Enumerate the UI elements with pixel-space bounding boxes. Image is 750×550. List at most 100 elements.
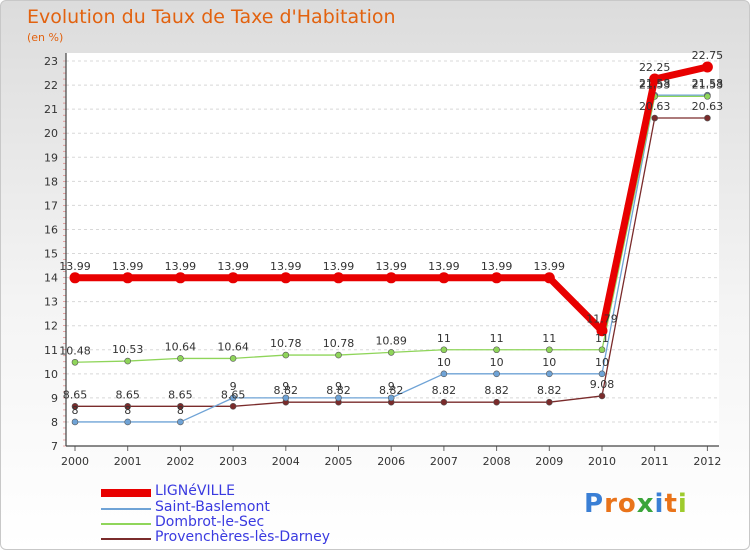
data-point — [335, 351, 342, 359]
data-label: 8.65 — [168, 388, 193, 401]
data-label: 13.99 — [165, 260, 197, 273]
data-label: 9 — [282, 380, 289, 393]
data-point — [438, 272, 450, 284]
data-point — [545, 370, 553, 378]
data-label: 10 — [595, 356, 609, 369]
data-label: 13.99 — [217, 260, 249, 273]
data-label: 8.65 — [221, 388, 246, 401]
x-tick-label: 2007 — [430, 455, 458, 468]
data-label: 22.75 — [692, 49, 724, 62]
legend-swatch-provencheres — [101, 538, 151, 540]
data-label: 10.64 — [217, 340, 249, 353]
x-tick-label: 2001 — [114, 455, 142, 468]
data-label: 10.78 — [323, 337, 355, 350]
y-tick-label: 21 — [44, 103, 58, 116]
data-point — [69, 272, 81, 284]
legend-label-dombrot-le-sec: Dombrot-le-Sec — [155, 514, 265, 530]
data-label: 21.58 — [639, 77, 671, 90]
data-point — [651, 114, 659, 122]
data-point — [335, 394, 342, 402]
data-point — [543, 272, 555, 284]
data-point — [177, 355, 184, 362]
data-point — [227, 272, 239, 284]
data-label: 8.65 — [115, 388, 140, 401]
logo-letter: o — [617, 489, 637, 519]
data-point — [493, 370, 500, 378]
data-label: 11 — [542, 332, 556, 345]
y-tick-label: 15 — [44, 248, 58, 261]
legend-swatch-dombrot-le-sec — [101, 523, 151, 525]
data-label: 13.99 — [323, 260, 355, 273]
data-point — [701, 61, 713, 73]
x-tick-label: 2000 — [61, 455, 89, 468]
data-point — [545, 346, 553, 354]
legend-swatch-ligneville — [101, 489, 151, 497]
data-label: 10.53 — [112, 343, 144, 356]
data-point — [177, 418, 184, 426]
data-label: 8.82 — [326, 384, 351, 397]
data-point — [124, 418, 131, 426]
logo-letter: i — [654, 489, 665, 519]
logo-letter: t — [664, 489, 678, 519]
x-tick-label: 2012 — [693, 455, 721, 468]
x-tick-label: 2010 — [588, 455, 616, 468]
data-point — [122, 272, 134, 284]
data-label: 13.99 — [428, 260, 460, 273]
data-label: 11 — [437, 332, 451, 345]
data-point — [229, 355, 237, 362]
x-tick-label: 2006 — [377, 455, 405, 468]
data-label: 13.99 — [112, 260, 144, 273]
legend-label-saint-baslemont: Saint-Baslemont — [155, 499, 270, 515]
data-point — [493, 346, 500, 354]
logo-letter: x — [636, 489, 655, 519]
data-point — [598, 346, 606, 354]
data-label: 11 — [490, 332, 504, 345]
data-point — [704, 93, 711, 100]
y-tick-label: 7 — [51, 440, 58, 453]
logo-letter: P — [584, 489, 605, 519]
data-label: 8.82 — [484, 384, 509, 397]
data-label: 9.08 — [590, 378, 615, 391]
data-label: 21.58 — [692, 77, 724, 90]
data-point — [229, 402, 237, 410]
data-point — [440, 370, 448, 378]
logo-letter: i — [677, 489, 688, 519]
chart-unit: (en %) — [27, 31, 64, 44]
y-tick-label: 14 — [44, 272, 58, 285]
data-point — [491, 272, 503, 284]
data-point — [387, 394, 395, 402]
data-point — [71, 402, 79, 410]
data-label: 9 — [230, 380, 237, 393]
data-point — [124, 402, 131, 410]
data-point — [598, 370, 606, 378]
y-tick-label: 23 — [44, 55, 58, 68]
data-point — [333, 272, 344, 284]
data-label: 11.79 — [586, 313, 618, 326]
legend-label-ligneville: LIGNéVILLE — [155, 483, 236, 499]
y-tick-label: 20 — [44, 127, 58, 140]
y-tick-label: 10 — [44, 368, 58, 381]
y-tick-label: 18 — [44, 175, 58, 188]
data-label: 10 — [437, 356, 451, 369]
data-label: 8 — [177, 404, 184, 417]
data-label: 13.99 — [481, 260, 513, 273]
y-tick-label: 17 — [44, 199, 58, 212]
data-point — [385, 272, 397, 284]
data-label: 9 — [335, 380, 342, 393]
data-label: 8.82 — [537, 384, 562, 397]
data-point — [282, 351, 290, 359]
data-point — [71, 358, 79, 366]
data-label: 8 — [72, 404, 79, 417]
plot-area — [66, 53, 719, 446]
data-label: 10.78 — [270, 337, 302, 350]
data-point — [124, 357, 131, 365]
x-tick-label: 2009 — [535, 455, 563, 468]
legend-label-provencheres: Provenchères-lès-Darney — [155, 529, 331, 545]
data-point — [440, 346, 448, 354]
y-tick-label: 8 — [51, 416, 58, 429]
data-point — [280, 272, 292, 284]
y-tick-label: 16 — [44, 223, 58, 236]
data-label: 9 — [388, 380, 395, 393]
